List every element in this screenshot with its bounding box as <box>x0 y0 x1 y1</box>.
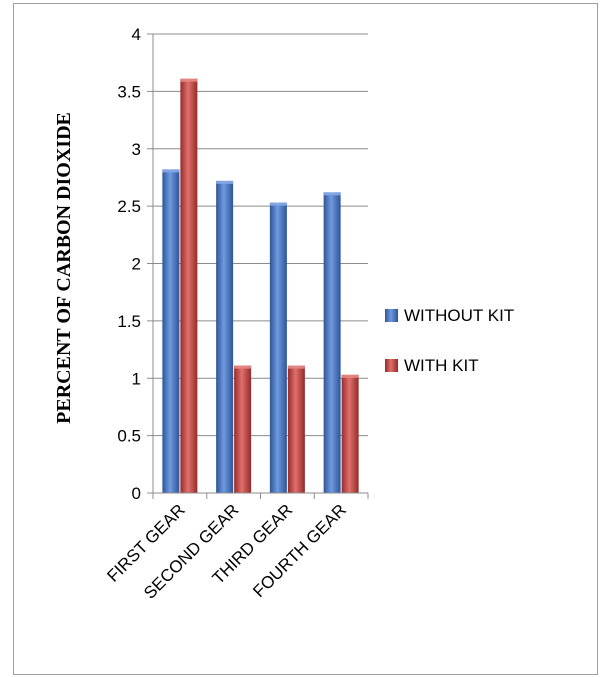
bar-without-kit-fourth-gear <box>323 192 341 494</box>
axes <box>147 33 369 499</box>
bar-top-highlight <box>234 365 252 369</box>
legend: WITHOUT KIT WITH KIT <box>385 306 514 375</box>
legend-label: WITH KIT <box>404 356 479 375</box>
y-tick-label: 1 <box>132 369 141 388</box>
y-axis-title: PERCENT OF CARBON DIOXIDE <box>53 112 75 424</box>
y-tick-label: 2 <box>132 255 141 274</box>
bar-top-highlight <box>162 169 180 173</box>
y-tick-labels: 0 0.5 1 1.5 2 2.5 3 3.5 4 <box>117 25 141 503</box>
bar-top-highlight <box>323 192 341 196</box>
x-tick-label: FOURTH GEAR <box>249 500 350 601</box>
bar-with-kit-first-gear <box>180 78 198 493</box>
bar-without-kit-third-gear <box>269 202 287 493</box>
y-tick-label: 4 <box>132 25 141 44</box>
y-tick-label: 1.5 <box>117 312 141 331</box>
bar-without-kit-second-gear <box>216 180 234 493</box>
y-tick-label: 3.5 <box>117 82 141 101</box>
y-tick-label: 0.5 <box>117 427 141 446</box>
x-tick-label: SECOND GEAR <box>140 500 242 602</box>
bars <box>162 78 359 494</box>
y-tick-label: 2.5 <box>117 197 141 216</box>
y-tick-label: 3 <box>132 140 141 159</box>
chart-frame <box>13 3 598 675</box>
bar-top-highlight <box>287 365 305 369</box>
bar-top-highlight <box>341 374 359 378</box>
y-tick-label: 0 <box>132 484 141 503</box>
bar-top-highlight <box>216 180 234 184</box>
legend-swatch <box>385 309 398 322</box>
bar-top-highlight <box>180 78 198 82</box>
bar-top-highlight <box>269 202 287 206</box>
bar-with-kit-second-gear <box>234 365 252 493</box>
bar-with-kit-fourth-gear <box>341 374 359 493</box>
bar-with-kit-third-gear <box>287 365 305 493</box>
legend-label: WITHOUT KIT <box>404 306 514 325</box>
bar-without-kit-first-gear <box>162 169 180 493</box>
legend-swatch <box>385 359 398 372</box>
